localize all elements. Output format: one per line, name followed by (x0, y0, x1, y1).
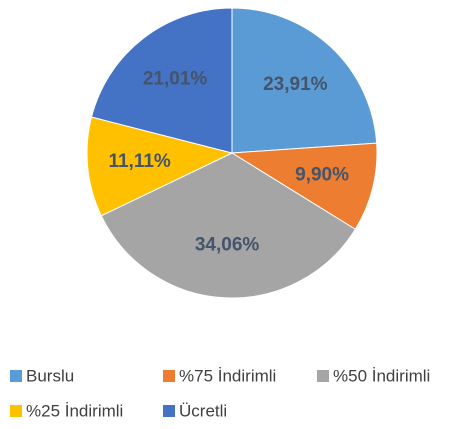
legend-swatch (163, 370, 175, 382)
legend-swatch (10, 405, 22, 417)
pie-slice (90, 7, 233, 154)
legend-label: Burslu (26, 366, 74, 385)
legend-label: %75 İndirimli (179, 366, 276, 385)
pie-slice (231, 7, 378, 154)
data-label: 34,06% (195, 235, 260, 256)
data-label: 21,01% (143, 69, 208, 90)
legend-swatch (317, 370, 329, 382)
legend-label: %25 İndirimli (26, 401, 123, 420)
legend-label: Ücretli (179, 401, 227, 420)
legend-swatch (10, 370, 22, 382)
data-label: 23,91% (263, 74, 328, 95)
pie-slice (230, 142, 378, 230)
legend-swatch (163, 405, 175, 417)
data-label: 9,90% (295, 164, 349, 185)
pie-slice (86, 116, 234, 217)
pie-slice (100, 152, 357, 299)
data-label: 11,11% (108, 151, 170, 172)
legend-label: %50 İndirimli (333, 366, 430, 385)
